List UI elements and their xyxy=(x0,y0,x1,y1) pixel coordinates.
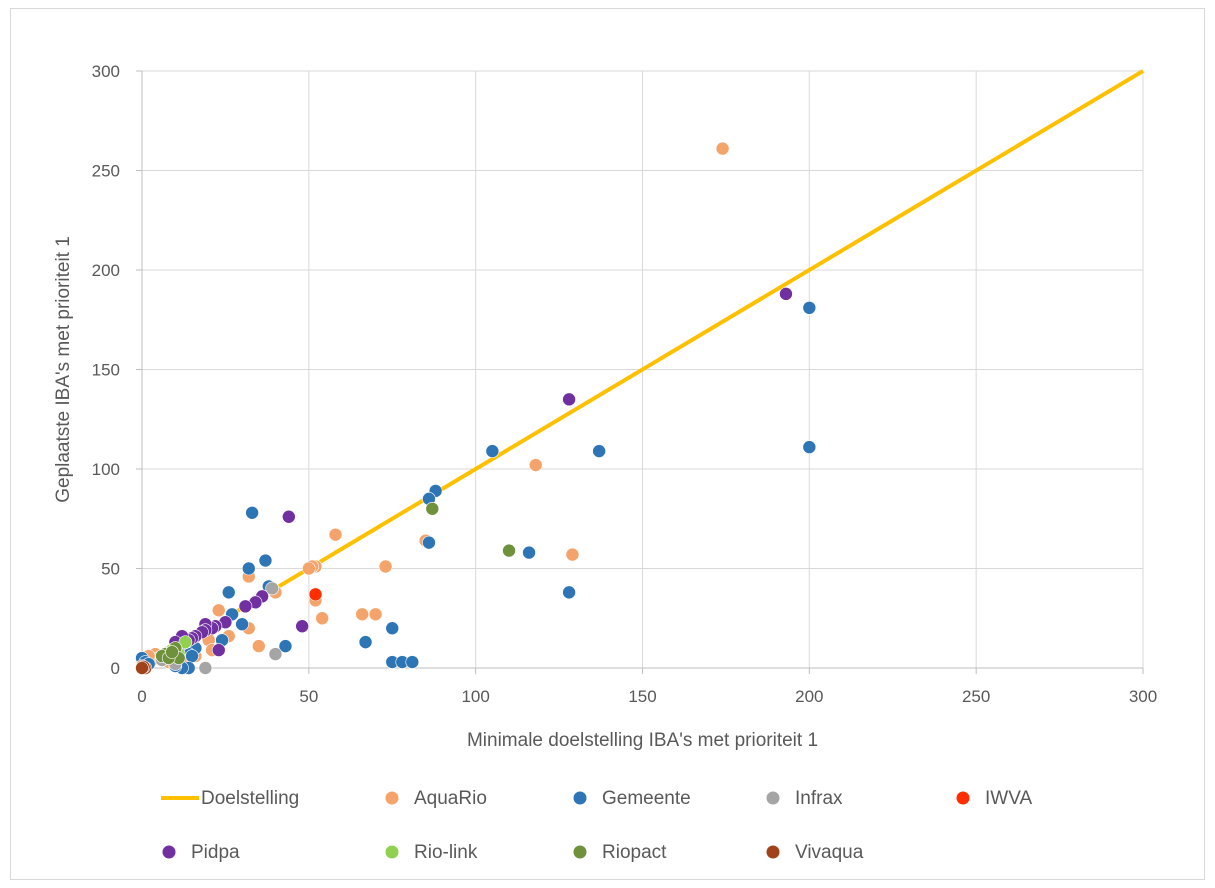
point-pidpa xyxy=(779,287,793,301)
x-tick-label: 250 xyxy=(962,687,990,706)
x-axis-title: Minimale doelstelling IBA's met priorite… xyxy=(467,730,818,751)
point-infrax xyxy=(198,661,213,675)
point-vivaqua xyxy=(135,661,149,675)
legend-label: AquaRio xyxy=(414,788,487,809)
legend-item-pidpa: Pidpa xyxy=(162,842,240,863)
legend-swatch-marker xyxy=(573,791,587,805)
x-tick-label: 200 xyxy=(795,687,823,706)
point-gemeente xyxy=(221,585,236,600)
point-aquario xyxy=(315,611,329,626)
legend-label: Riopact xyxy=(602,842,667,863)
series-vivaqua xyxy=(135,659,153,675)
point-aquario xyxy=(378,559,393,574)
point-aquario xyxy=(565,547,580,562)
series-iwva xyxy=(308,587,323,602)
data-points xyxy=(135,141,817,675)
legend-item-aquario: AquaRio xyxy=(385,788,487,809)
point-aquario xyxy=(251,639,266,653)
legend-item-doelstelling: Doelstelling xyxy=(161,788,299,809)
legend-item-riopact: Riopact xyxy=(573,842,667,863)
y-tick-label: 0 xyxy=(111,659,120,678)
point-pidpa xyxy=(238,599,253,614)
x-tick-label: 100 xyxy=(461,687,489,706)
point-gemeente xyxy=(185,649,199,663)
y-axis-title: Geplaatste IBA's met prioriteit 1 xyxy=(53,236,74,503)
point-aquario xyxy=(355,607,370,622)
series-riopact xyxy=(155,501,516,665)
legend-item-gemeente: Gemeente xyxy=(573,788,691,809)
series-gemeente xyxy=(135,301,817,675)
x-tick-label: 300 xyxy=(1129,687,1157,706)
point-gemeente xyxy=(522,545,536,560)
chart-frame xyxy=(10,8,1205,880)
point-rio-link xyxy=(178,635,193,649)
legend-swatch-marker xyxy=(766,845,780,859)
point-gemeente xyxy=(485,444,500,458)
legend-item-iwva: IWVA xyxy=(956,788,1032,809)
point-gemeente xyxy=(562,585,576,600)
legend-swatch-marker xyxy=(573,845,587,859)
point-gemeente xyxy=(802,301,817,315)
tick-labels: 0 50 100 150 200 250 300 0 50 100 150 200 250 300 xyxy=(92,62,1158,706)
point-gemeente xyxy=(422,535,436,550)
point-aquario xyxy=(528,458,543,472)
point-gemeente xyxy=(802,440,817,454)
point-aquario xyxy=(368,607,383,622)
point-gemeente xyxy=(592,444,606,458)
point-riopact xyxy=(425,501,440,516)
point-gemeente xyxy=(235,617,249,632)
y-tick-label: 150 xyxy=(92,361,120,380)
y-tick-label: 300 xyxy=(92,62,120,81)
point-infrax xyxy=(268,647,283,661)
legend-label: Gemeente xyxy=(602,788,691,809)
point-pidpa xyxy=(295,619,309,634)
y-tick-label: 100 xyxy=(92,460,120,479)
legend-swatch-marker xyxy=(385,791,399,805)
x-tick-label: 0 xyxy=(137,687,146,706)
legend-item-vivaqua: Vivaqua xyxy=(766,842,864,863)
legend-label: Infrax xyxy=(795,788,843,809)
y-tick-label: 250 xyxy=(92,162,120,181)
point-aquario xyxy=(328,527,343,542)
point-gemeente xyxy=(241,561,256,576)
point-riopact xyxy=(165,645,179,659)
legend-swatch-marker xyxy=(766,791,780,805)
point-aquario xyxy=(715,141,730,156)
legend: Doelstelling AquaRio Gemeente Infrax IWVA Pid… xyxy=(161,788,1032,863)
point-iwva xyxy=(308,587,323,602)
legend-swatch-marker xyxy=(385,845,399,859)
legend-swatch-marker xyxy=(162,845,176,859)
legend-label: Pidpa xyxy=(191,842,240,863)
legend-label: Doelstelling xyxy=(201,788,299,809)
legend-item-rio-link: Rio-link xyxy=(385,842,478,863)
legend-label: IWVA xyxy=(985,788,1032,809)
legend-item-infrax: Infrax xyxy=(766,788,843,809)
x-tick-label: 50 xyxy=(299,687,318,706)
y-tick-label: 50 xyxy=(101,560,120,579)
legend-label: Vivaqua xyxy=(795,842,864,863)
point-pidpa xyxy=(562,392,576,407)
legend-label: Rio-link xyxy=(414,842,478,863)
point-infrax xyxy=(265,581,279,596)
point-aquario xyxy=(211,603,226,618)
point-gemeente xyxy=(385,621,400,636)
point-gemeente xyxy=(278,639,293,653)
point-gemeente xyxy=(405,655,420,669)
point-gemeente xyxy=(258,553,273,568)
point-pidpa xyxy=(211,643,226,657)
point-riopact xyxy=(502,543,516,558)
point-gemeente xyxy=(358,635,373,649)
point-aquario xyxy=(302,561,316,576)
point-gemeente xyxy=(245,505,259,520)
legend-swatch-marker xyxy=(956,791,970,805)
point-pidpa xyxy=(282,509,296,524)
y-tick-label: 200 xyxy=(92,261,120,280)
x-tick-label: 150 xyxy=(628,687,656,706)
